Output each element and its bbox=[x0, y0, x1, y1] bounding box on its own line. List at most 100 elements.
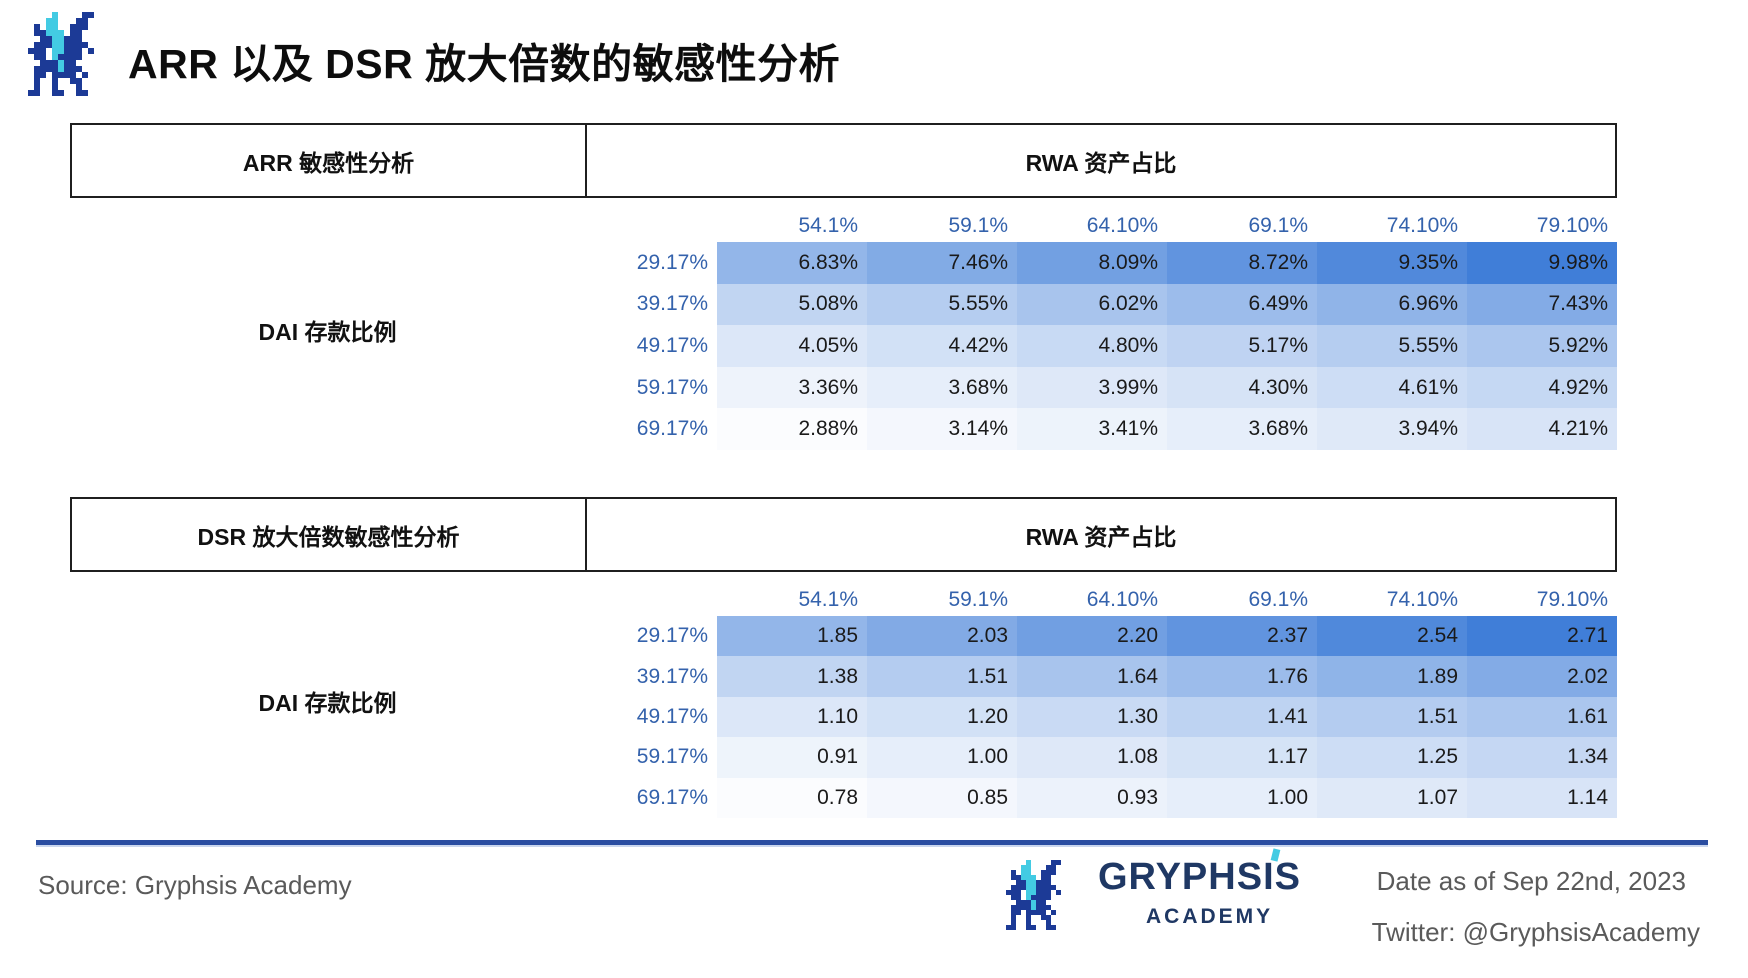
heat-cell: 4.21% bbox=[1467, 408, 1617, 450]
heat-cell: 4.61% bbox=[1317, 366, 1467, 409]
heat-cell: 8.72% bbox=[1167, 242, 1317, 284]
heat-cell: 4.80% bbox=[1017, 325, 1167, 367]
corner-cell bbox=[585, 584, 717, 616]
column-header: 54.1% bbox=[798, 214, 858, 237]
heat-cell: 6.49% bbox=[1167, 283, 1317, 326]
dsr-table-header: DSR 放大倍数敏感性分析 RWA 资产占比 bbox=[70, 497, 1617, 572]
heat-cell: 6.02% bbox=[1017, 283, 1167, 326]
heat-cell: 2.37 bbox=[1167, 616, 1317, 657]
row-label: 59.17% bbox=[636, 375, 708, 399]
heat-cell: 0.78 bbox=[717, 777, 867, 818]
page-title: ARR 以及 DSR 放大倍数的敏感性分析 bbox=[128, 41, 841, 87]
heatmap-row: 69.17% 2.88% 3.14% 3.41% 3.68% 3.94% 4.21% bbox=[585, 408, 1617, 450]
row-label: 39.17% bbox=[636, 292, 708, 316]
heat-cell: 6.83% bbox=[717, 242, 867, 284]
footer-divider bbox=[36, 840, 1708, 845]
heat-cell: 5.08% bbox=[717, 283, 867, 326]
heat-cell: 0.91 bbox=[717, 737, 867, 778]
heat-cell: 1.20 bbox=[867, 696, 1017, 738]
column-headers-row: 54.1% 59.1% 64.10% 69.1% 74.10% 79.10% bbox=[585, 210, 1617, 242]
heat-cell: 1.30 bbox=[1017, 696, 1167, 738]
column-header: 64.10% bbox=[1086, 588, 1158, 611]
arr-table-header: ARR 敏感性分析 RWA 资产占比 bbox=[70, 123, 1617, 198]
row-label: 39.17% bbox=[636, 664, 708, 688]
heat-cell: 1.34 bbox=[1467, 737, 1617, 778]
column-header: 79.10% bbox=[1536, 588, 1608, 611]
heatmap-row: 49.17% 1.10 1.20 1.30 1.41 1.51 1.61 bbox=[585, 696, 1617, 738]
heat-cell: 2.03 bbox=[867, 616, 1017, 657]
column-header: 64.10% bbox=[1086, 214, 1158, 237]
heat-cell: 1.17 bbox=[1167, 737, 1317, 778]
heat-cell: 1.51 bbox=[867, 656, 1017, 697]
heat-cell: 1.00 bbox=[1167, 777, 1317, 818]
heat-cell: 9.98% bbox=[1467, 242, 1617, 284]
arr-heatmap-grid: 54.1% 59.1% 64.10% 69.1% 74.10% 79.10% 29.17% 6… bbox=[585, 210, 1617, 450]
row-label: 59.17% bbox=[636, 745, 708, 769]
row-label: 69.17% bbox=[636, 785, 708, 809]
heatmap-row: 39.17% 5.08% 5.55% 6.02% 6.49% 6.96% 7.43% bbox=[585, 283, 1617, 326]
column-header: 79.10% bbox=[1536, 214, 1608, 237]
heatmap-row: 29.17% 1.85 2.03 2.20 2.37 2.54 2.71 bbox=[585, 616, 1617, 657]
heat-cell: 1.64 bbox=[1017, 656, 1167, 697]
column-headers-row: 54.1% 59.1% 64.10% 69.1% 74.10% 79.10% bbox=[585, 584, 1617, 616]
heat-cell: 5.55% bbox=[1317, 325, 1467, 367]
row-label: 49.17% bbox=[636, 333, 708, 357]
heat-cell: 3.68% bbox=[867, 366, 1017, 409]
column-header: 74.10% bbox=[1386, 214, 1458, 237]
brand-subtitle: ACADEMY bbox=[1146, 905, 1274, 928]
heat-cell: 6.96% bbox=[1317, 283, 1467, 326]
heat-cell: 2.20 bbox=[1017, 616, 1167, 657]
heat-cell: 1.38 bbox=[717, 656, 867, 697]
heat-cell: 2.88% bbox=[717, 408, 867, 450]
heat-cell: 4.92% bbox=[1467, 366, 1617, 409]
heat-cell: 1.89 bbox=[1317, 656, 1467, 697]
heat-cell: 1.25 bbox=[1317, 737, 1467, 778]
row-label: 69.17% bbox=[636, 417, 708, 441]
row-label: 29.17% bbox=[636, 250, 708, 274]
brand-name: GRYPHSIS bbox=[1098, 856, 1301, 898]
heat-cell: 1.61 bbox=[1467, 696, 1617, 738]
heat-cell: 9.35% bbox=[1317, 242, 1467, 284]
heatmap-row: 39.17% 1.38 1.51 1.64 1.76 1.89 2.02 bbox=[585, 656, 1617, 697]
column-header: 69.1% bbox=[1248, 588, 1308, 611]
heatmap-row: 59.17% 0.91 1.00 1.08 1.17 1.25 1.34 bbox=[585, 737, 1617, 778]
gryphsis-dragon-icon bbox=[1006, 860, 1071, 935]
arr-table-title: ARR 敏感性分析 bbox=[72, 125, 587, 196]
heat-cell: 1.51 bbox=[1317, 696, 1467, 738]
arr-column-axis-title: RWA 资产占比 bbox=[1025, 149, 1177, 176]
heat-cell: 1.85 bbox=[717, 616, 867, 657]
dsr-column-axis-title: RWA 资产占比 bbox=[1025, 523, 1177, 550]
heat-cell: 1.08 bbox=[1017, 737, 1167, 778]
heat-cell: 7.43% bbox=[1467, 283, 1617, 326]
arr-row-axis-label: DAI 存款比例 bbox=[258, 319, 397, 345]
heat-cell: 0.93 bbox=[1017, 777, 1167, 818]
heatmap-row: 49.17% 4.05% 4.42% 4.80% 5.17% 5.55% 5.92% bbox=[585, 325, 1617, 367]
heatmap-row: 29.17% 6.83% 7.46% 8.09% 8.72% 9.35% 9.98% bbox=[585, 242, 1617, 284]
heat-cell: 0.85 bbox=[867, 777, 1017, 818]
column-header: 69.1% bbox=[1248, 214, 1308, 237]
column-header: 59.1% bbox=[948, 214, 1008, 237]
heat-cell: 5.92% bbox=[1467, 325, 1617, 367]
heat-cell: 3.99% bbox=[1017, 366, 1167, 409]
heat-cell: 2.71 bbox=[1467, 616, 1617, 657]
heat-cell: 3.41% bbox=[1017, 408, 1167, 450]
heat-cell: 4.05% bbox=[717, 325, 867, 367]
heat-cell: 3.36% bbox=[717, 366, 867, 409]
date-text: Date as of Sep 22nd, 2023 bbox=[1376, 866, 1686, 896]
heat-cell: 4.30% bbox=[1167, 366, 1317, 409]
heatmap-row: 69.17% 0.78 0.85 0.93 1.00 1.07 1.14 bbox=[585, 777, 1617, 818]
row-label: 49.17% bbox=[636, 704, 708, 728]
heat-cell: 5.55% bbox=[867, 283, 1017, 326]
heat-cell: 4.42% bbox=[867, 325, 1017, 367]
heatmap-row: 59.17% 3.36% 3.68% 3.99% 4.30% 4.61% 4.92% bbox=[585, 366, 1617, 409]
row-label: 29.17% bbox=[636, 624, 708, 648]
heat-cell: 1.00 bbox=[867, 737, 1017, 778]
twitter-text: Twitter: @GryphsisAcademy bbox=[1371, 917, 1700, 947]
heat-cell: 5.17% bbox=[1167, 325, 1317, 367]
heat-cell: 3.68% bbox=[1167, 408, 1317, 450]
heat-cell: 2.54 bbox=[1317, 616, 1467, 657]
column-header: 74.10% bbox=[1386, 588, 1458, 611]
source-text: Source: Gryphsis Academy bbox=[38, 870, 352, 900]
dsr-table-title: DSR 放大倍数敏感性分析 bbox=[72, 499, 587, 570]
